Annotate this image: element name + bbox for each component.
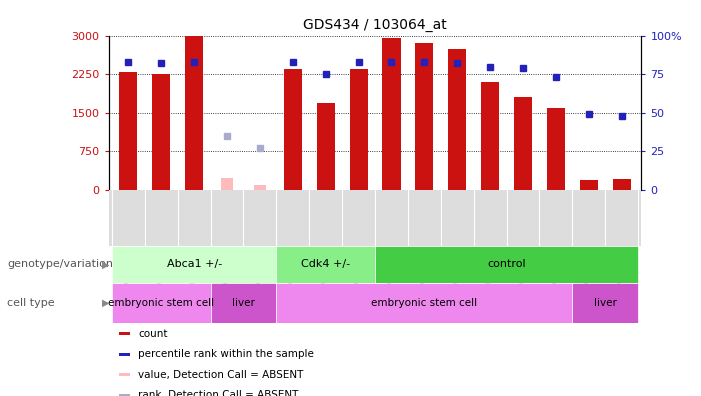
Bar <box>276 283 572 323</box>
Text: genotype/variation: genotype/variation <box>7 259 113 269</box>
Bar <box>152 74 170 190</box>
Text: liver: liver <box>594 298 617 308</box>
Text: rank, Detection Call = ABSENT: rank, Detection Call = ABSENT <box>138 390 299 396</box>
Bar <box>112 246 276 283</box>
Text: embryonic stem cell: embryonic stem cell <box>108 298 215 308</box>
Bar <box>415 43 433 190</box>
Bar <box>119 332 130 335</box>
Bar <box>317 103 335 190</box>
Bar <box>375 246 638 283</box>
Text: Cdk4 +/-: Cdk4 +/- <box>301 259 350 269</box>
Bar <box>119 353 130 356</box>
Bar <box>185 36 203 190</box>
Bar <box>481 82 499 190</box>
Text: control: control <box>487 259 526 269</box>
Bar <box>119 394 130 396</box>
Bar <box>448 48 466 190</box>
Text: count: count <box>138 329 168 339</box>
Bar <box>547 108 565 190</box>
Bar <box>254 185 266 190</box>
Bar <box>276 246 375 283</box>
Bar <box>383 38 400 190</box>
Text: embryonic stem cell: embryonic stem cell <box>372 298 477 308</box>
Bar <box>284 69 302 190</box>
Bar <box>580 180 598 190</box>
Text: Abca1 +/-: Abca1 +/- <box>167 259 222 269</box>
Text: ▶: ▶ <box>102 259 109 269</box>
Text: cell type: cell type <box>7 298 55 308</box>
Text: value, Detection Call = ABSENT: value, Detection Call = ABSENT <box>138 370 304 380</box>
Title: GDS434 / 103064_at: GDS434 / 103064_at <box>303 18 447 32</box>
Bar <box>112 283 210 323</box>
Text: percentile rank within the sample: percentile rank within the sample <box>138 349 314 359</box>
Bar <box>221 178 233 190</box>
Bar <box>350 69 367 190</box>
Bar <box>613 179 631 190</box>
Bar <box>119 373 130 376</box>
Bar <box>119 72 137 190</box>
Bar <box>572 283 638 323</box>
Bar <box>210 283 276 323</box>
Text: liver: liver <box>232 298 255 308</box>
Text: ▶: ▶ <box>102 298 109 308</box>
Bar <box>514 97 532 190</box>
